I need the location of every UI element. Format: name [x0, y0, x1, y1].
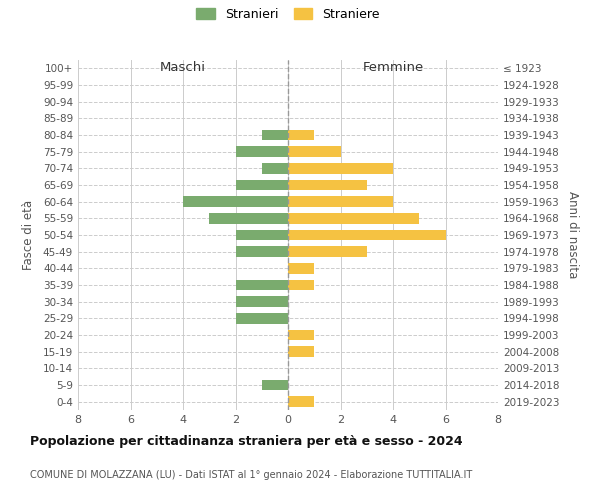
- Bar: [235, 180, 288, 190]
- Bar: [288, 213, 419, 224]
- Bar: [235, 280, 288, 290]
- Bar: [262, 163, 288, 174]
- Text: Popolazione per cittadinanza straniera per età e sesso - 2024: Popolazione per cittadinanza straniera p…: [30, 435, 463, 448]
- Bar: [235, 146, 288, 157]
- Y-axis label: Fasce di età: Fasce di età: [22, 200, 35, 270]
- Bar: [288, 280, 314, 290]
- Text: Maschi: Maschi: [160, 61, 206, 74]
- Bar: [235, 230, 288, 240]
- Bar: [288, 230, 445, 240]
- Y-axis label: Anni di nascita: Anni di nascita: [566, 192, 579, 278]
- Bar: [235, 313, 288, 324]
- Bar: [288, 330, 314, 340]
- Text: COMUNE DI MOLAZZANA (LU) - Dati ISTAT al 1° gennaio 2024 - Elaborazione TUTTITAL: COMUNE DI MOLAZZANA (LU) - Dati ISTAT al…: [30, 470, 472, 480]
- Bar: [288, 130, 314, 140]
- Bar: [288, 346, 314, 357]
- Bar: [288, 180, 367, 190]
- Bar: [288, 263, 314, 274]
- Bar: [209, 213, 288, 224]
- Bar: [262, 130, 288, 140]
- Bar: [235, 296, 288, 307]
- Bar: [288, 246, 367, 257]
- Bar: [288, 196, 393, 207]
- Text: Femmine: Femmine: [362, 61, 424, 74]
- Bar: [262, 380, 288, 390]
- Bar: [288, 396, 314, 407]
- Bar: [183, 196, 288, 207]
- Bar: [288, 146, 341, 157]
- Legend: Stranieri, Straniere: Stranieri, Straniere: [191, 2, 385, 26]
- Bar: [235, 246, 288, 257]
- Bar: [288, 163, 393, 174]
